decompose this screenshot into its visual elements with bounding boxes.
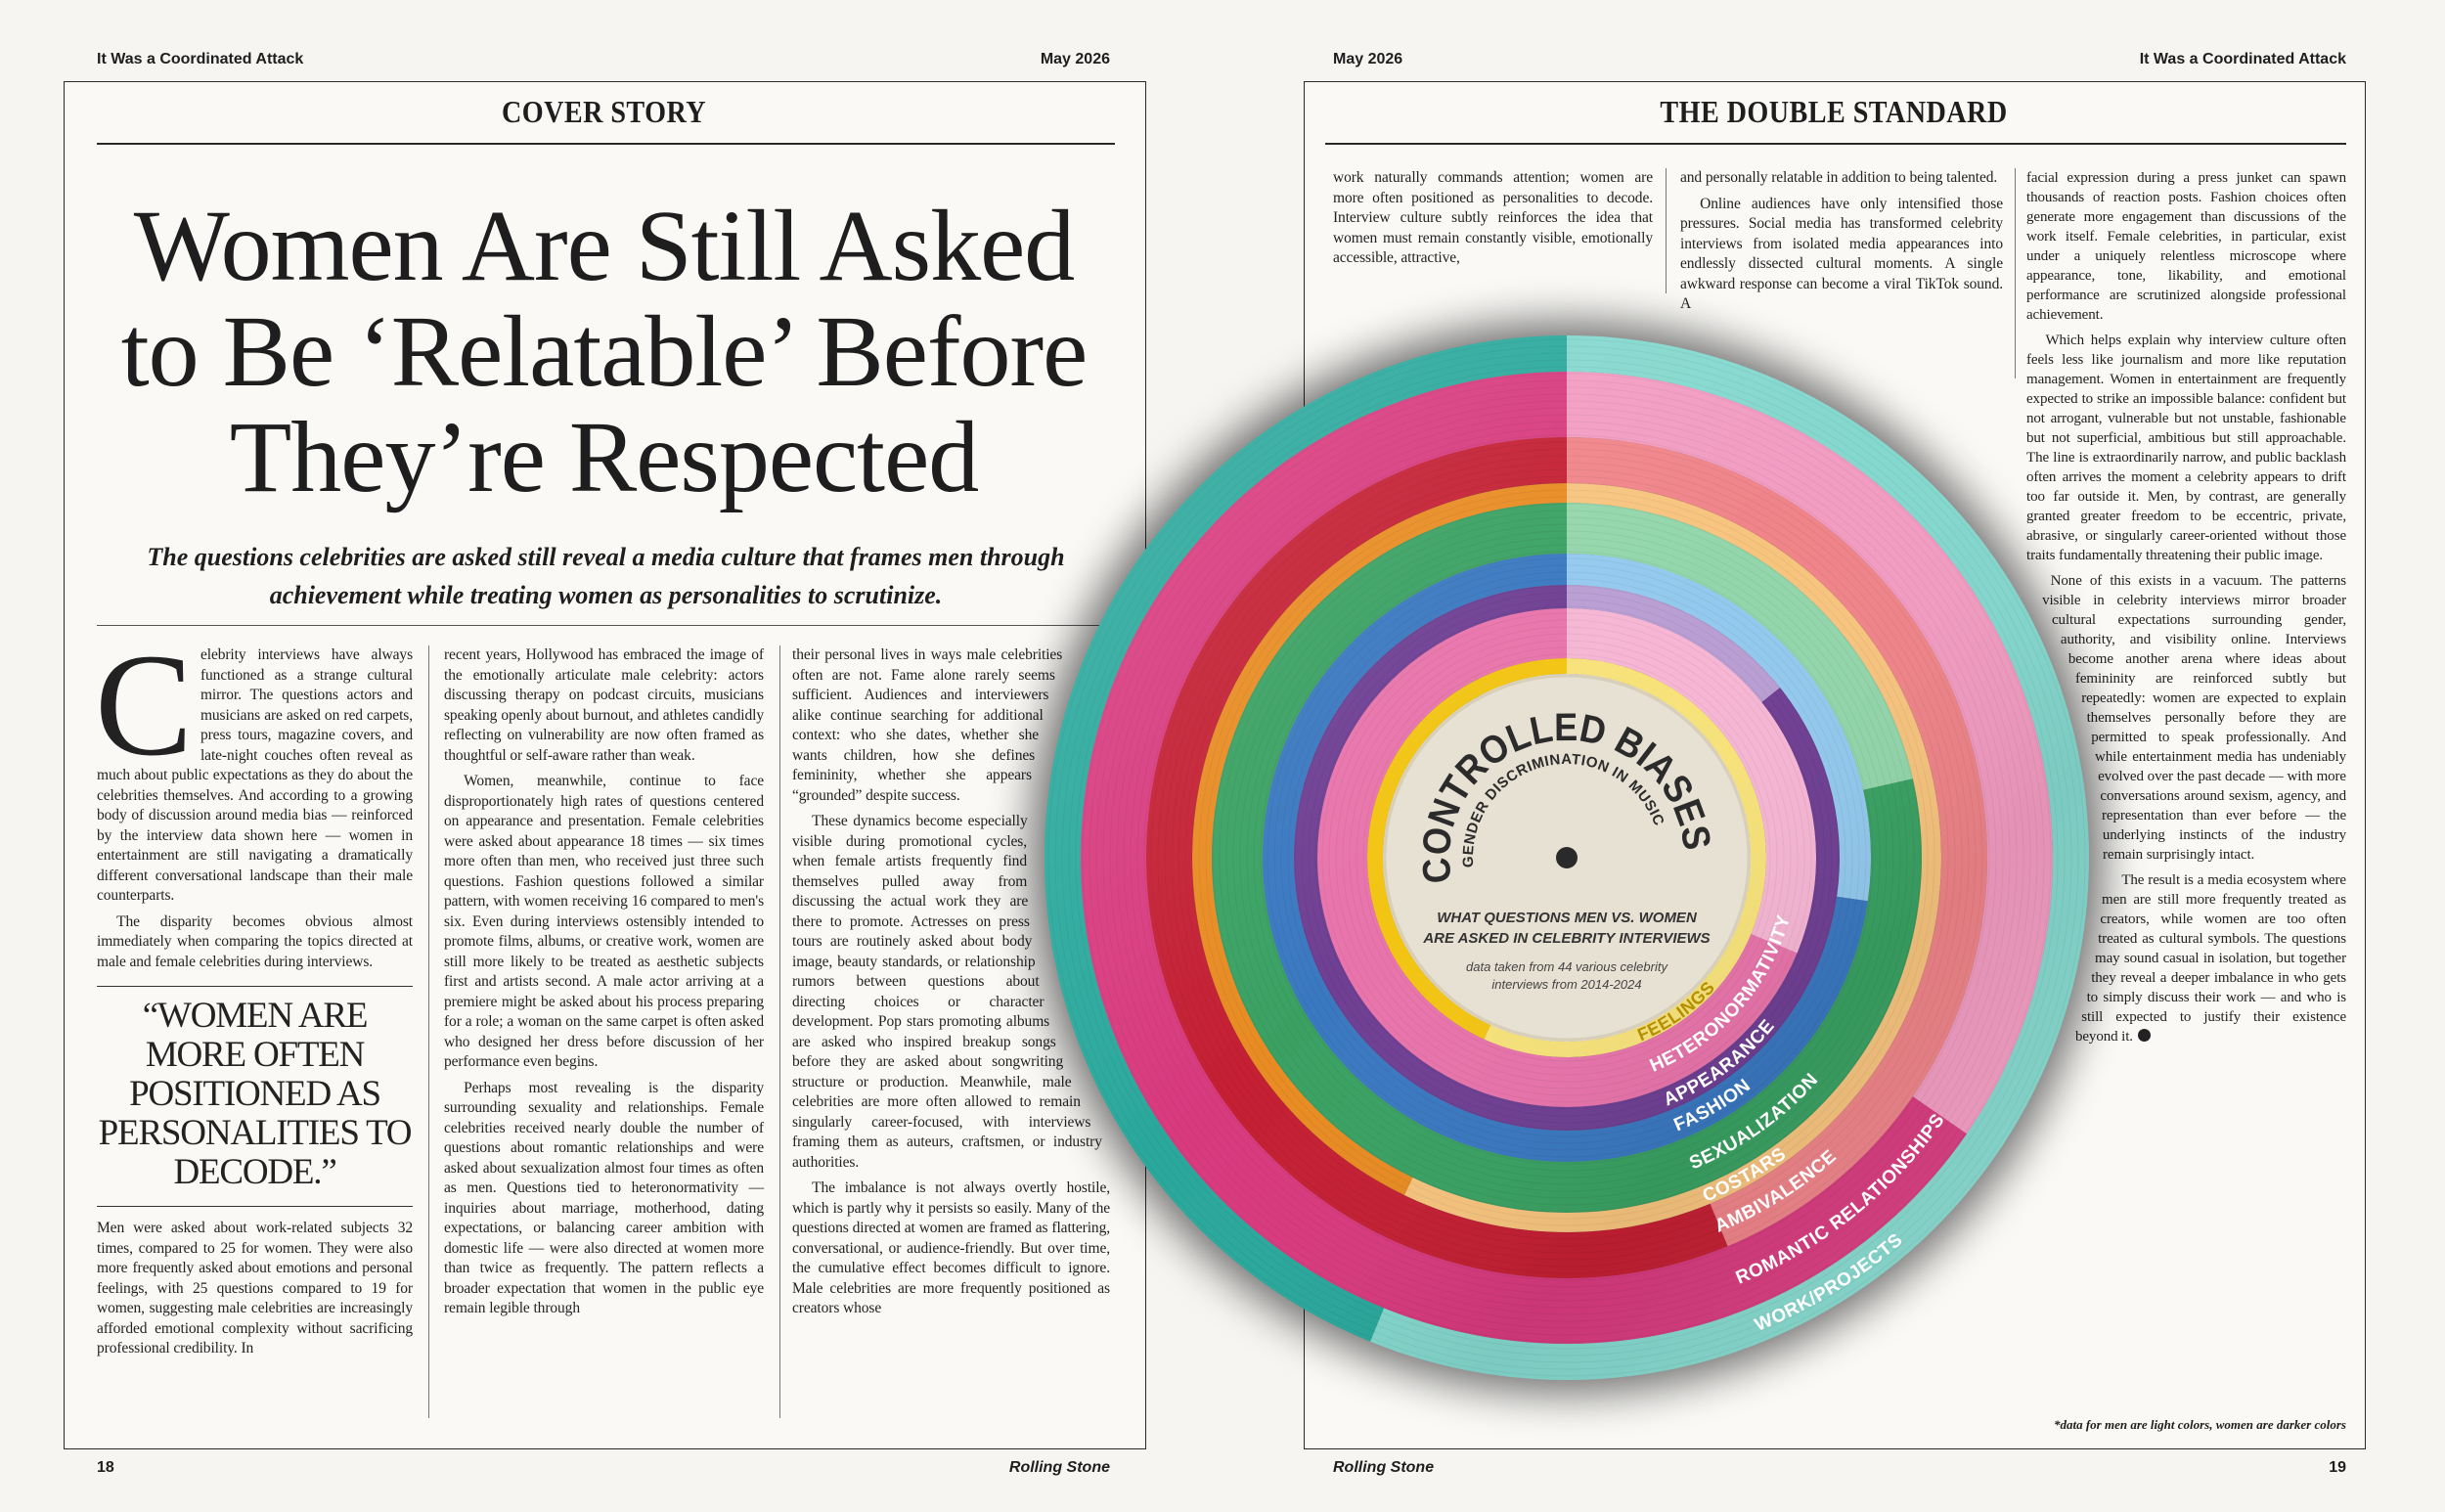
column-rule <box>1666 168 1667 293</box>
text-column: recent years, Hollywood has embraced the… <box>444 645 764 1428</box>
publication: Rolling Stone <box>1008 1459 1110 1476</box>
headline-line: They’re Respected <box>229 401 980 513</box>
page-number: 18 <box>97 1459 114 1476</box>
headline-line: to Be ‘Relatable’ Before <box>120 295 1089 408</box>
paragraph: Online audiences have only intensified t… <box>1680 195 2003 313</box>
publication: Rolling Stone <box>1333 1459 1435 1476</box>
paragraph: facial expression during a press junket … <box>2026 170 2346 323</box>
record-chart: FEELINGSHETERONORMATIVITYAPPEARANCEFASHI… <box>1031 322 2103 1394</box>
page-frame <box>64 81 1146 1449</box>
text-column: their personal lives in ways male celebr… <box>792 645 1110 1428</box>
page-number: 19 <box>2329 1459 2346 1476</box>
rule <box>1325 143 2346 145</box>
paragraph: Men were asked about work-related subjec… <box>97 1220 413 1356</box>
rule <box>97 625 1115 626</box>
issue-date: May 2026 <box>1040 51 1110 67</box>
section-heading: COVER STORY <box>501 94 707 129</box>
paragraph-group: Men were asked about work-related subjec… <box>97 1219 413 1359</box>
section-heading: THE DOUBLE STANDARD <box>1660 94 2008 129</box>
paragraph-text: elebrity interviews have always function… <box>97 646 413 904</box>
rule <box>97 143 1115 145</box>
paragraph: These dynamics become especially visible… <box>792 813 1102 1171</box>
running-head: It Was a Coordinated Attack <box>97 51 304 67</box>
paragraph: Women, meanwhile, continue to face dispr… <box>444 773 764 1070</box>
label-edge <box>1383 674 1751 1042</box>
running-head: It Was a Coordinated Attack <box>2139 51 2346 67</box>
column-rule <box>428 645 429 1418</box>
text-column: work naturally commands attention; women… <box>1333 168 1653 462</box>
paragraph: work naturally commands attention; women… <box>1333 169 1653 266</box>
issue-date: May 2026 <box>1333 51 1403 67</box>
footnote: *data for men are light colors, women ar… <box>2053 1417 2346 1432</box>
drop-cap: C <box>95 624 193 786</box>
headline-line: Women Are Still Asked <box>133 190 1075 302</box>
chart-note: data taken from 44 various celebrity <box>1466 959 1668 974</box>
text-column: facial expression during a press junket … <box>2026 168 2346 1410</box>
paragraph: recent years, Hollywood has embraced the… <box>444 646 764 764</box>
paragraph: None of this exists in a vacuum. The pat… <box>2042 573 2346 863</box>
paragraph: The imbalance is not always overtly host… <box>792 1179 1110 1316</box>
paragraph: The result is a media ecosystem where me… <box>2026 870 2346 1046</box>
paragraph: and personally relatable in addition to … <box>1680 169 1998 186</box>
chart-caption: WHAT QUESTIONS MEN VS. WOMEN <box>1437 910 1698 926</box>
spindle-hole <box>1556 847 1578 868</box>
rings: FEELINGSHETERONORMATIVITYAPPEARANCEFASHI… <box>1044 335 2089 1380</box>
headline: Women Are Still Asked to Be ‘Relatable’ … <box>64 194 1144 511</box>
paragraph: Perhaps most revealing is the disparity … <box>444 1079 764 1317</box>
column-rule <box>2015 168 2016 378</box>
chart-caption: ARE ASKED IN CELEBRITY INTERVIEWS <box>1422 930 1710 947</box>
paragraph: The disparity becomes obvious almost imm… <box>97 912 413 970</box>
text-column: and personally relatable in addition to … <box>1680 168 2003 559</box>
column-rule <box>779 645 780 1418</box>
dek: The questions celebrities are asked stil… <box>147 543 1065 609</box>
paragraph: their personal lives in ways male celebr… <box>792 646 1063 804</box>
chart-note: interviews from 2014-2024 <box>1491 977 1641 992</box>
pull-quote: “WOMEN ARE MORE OFTEN POSITIONED AS PERS… <box>97 986 413 1207</box>
paragraph: Which helps explain why interview cultur… <box>2026 333 2346 563</box>
